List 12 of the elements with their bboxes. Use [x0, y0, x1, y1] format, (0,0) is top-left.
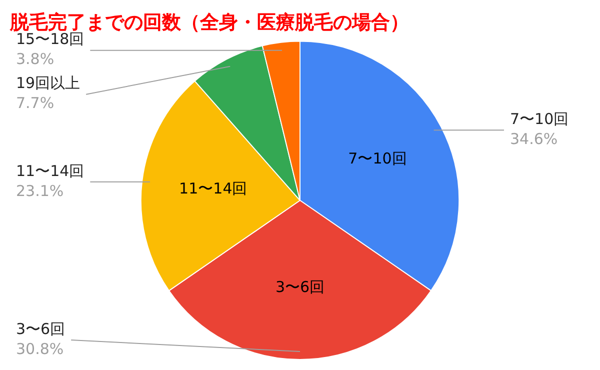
data-label: 23.1%: [16, 182, 64, 200]
slice-label: 19回以上: [16, 74, 80, 92]
data-label: 34.6%: [510, 130, 558, 148]
slice-label: 3〜6回: [16, 320, 66, 338]
data-label: 3.8%: [16, 50, 54, 68]
data-label: 7.7%: [16, 94, 54, 112]
data-label: 30.8%: [16, 340, 64, 358]
slice-label: 3〜6回: [275, 278, 325, 296]
slice-label: 11〜14回: [16, 162, 84, 180]
slice-label: 11〜14回: [179, 180, 248, 198]
slice-label: 7〜10回: [510, 110, 569, 128]
slice-label: 7〜10回: [348, 150, 407, 168]
